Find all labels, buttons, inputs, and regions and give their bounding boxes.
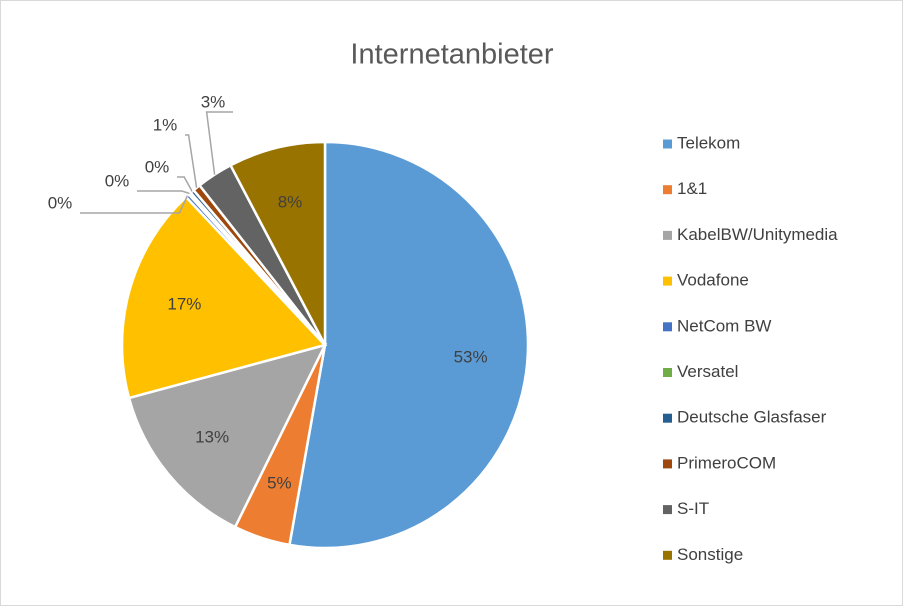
legend-swatch <box>663 413 672 423</box>
data-label: 13% <box>195 427 229 446</box>
data-label: 1% <box>153 115 178 134</box>
legend-swatch <box>663 322 672 332</box>
pie-slice <box>288 140 530 550</box>
legend-swatch <box>663 459 672 469</box>
leader-line <box>205 111 233 175</box>
legend-label: Deutsche Glasfaser <box>677 408 827 427</box>
leader-line <box>137 190 191 195</box>
legend-label: KabelBW/Unitymedia <box>677 225 838 244</box>
legend-label: Sonstige <box>677 545 743 564</box>
legend-swatch <box>663 230 672 240</box>
pie-slice <box>228 140 327 346</box>
legend-swatch <box>663 368 672 377</box>
legend-swatch <box>663 185 672 195</box>
legend-label: Vodafone <box>677 271 749 290</box>
legend-swatch <box>663 139 672 149</box>
leader-line <box>177 176 193 192</box>
data-label: 5% <box>267 473 292 492</box>
legend-label: 1&1 <box>677 179 707 198</box>
leader-line <box>185 134 198 188</box>
legend-label: PrimeroCOM <box>677 453 776 472</box>
legend-swatch <box>663 550 672 560</box>
data-label: 17% <box>167 295 201 314</box>
data-label: 3% <box>201 92 226 111</box>
pie-slice <box>127 343 328 529</box>
legend-swatch <box>663 505 672 515</box>
data-label: 8% <box>278 193 303 212</box>
legend-swatch <box>663 276 672 286</box>
legend-label: NetCom BW <box>677 316 771 335</box>
data-label: 0% <box>145 157 170 176</box>
data-label: 53% <box>454 347 488 366</box>
legend-label: S-IT <box>677 499 709 518</box>
data-label: 0% <box>105 171 130 190</box>
chart-title: Internetanbieter <box>350 39 553 71</box>
legend-label: Telekom <box>677 133 740 152</box>
data-label: 0% <box>48 193 73 212</box>
leader-line <box>80 195 189 214</box>
legend-label: Versatel <box>677 362 738 381</box>
